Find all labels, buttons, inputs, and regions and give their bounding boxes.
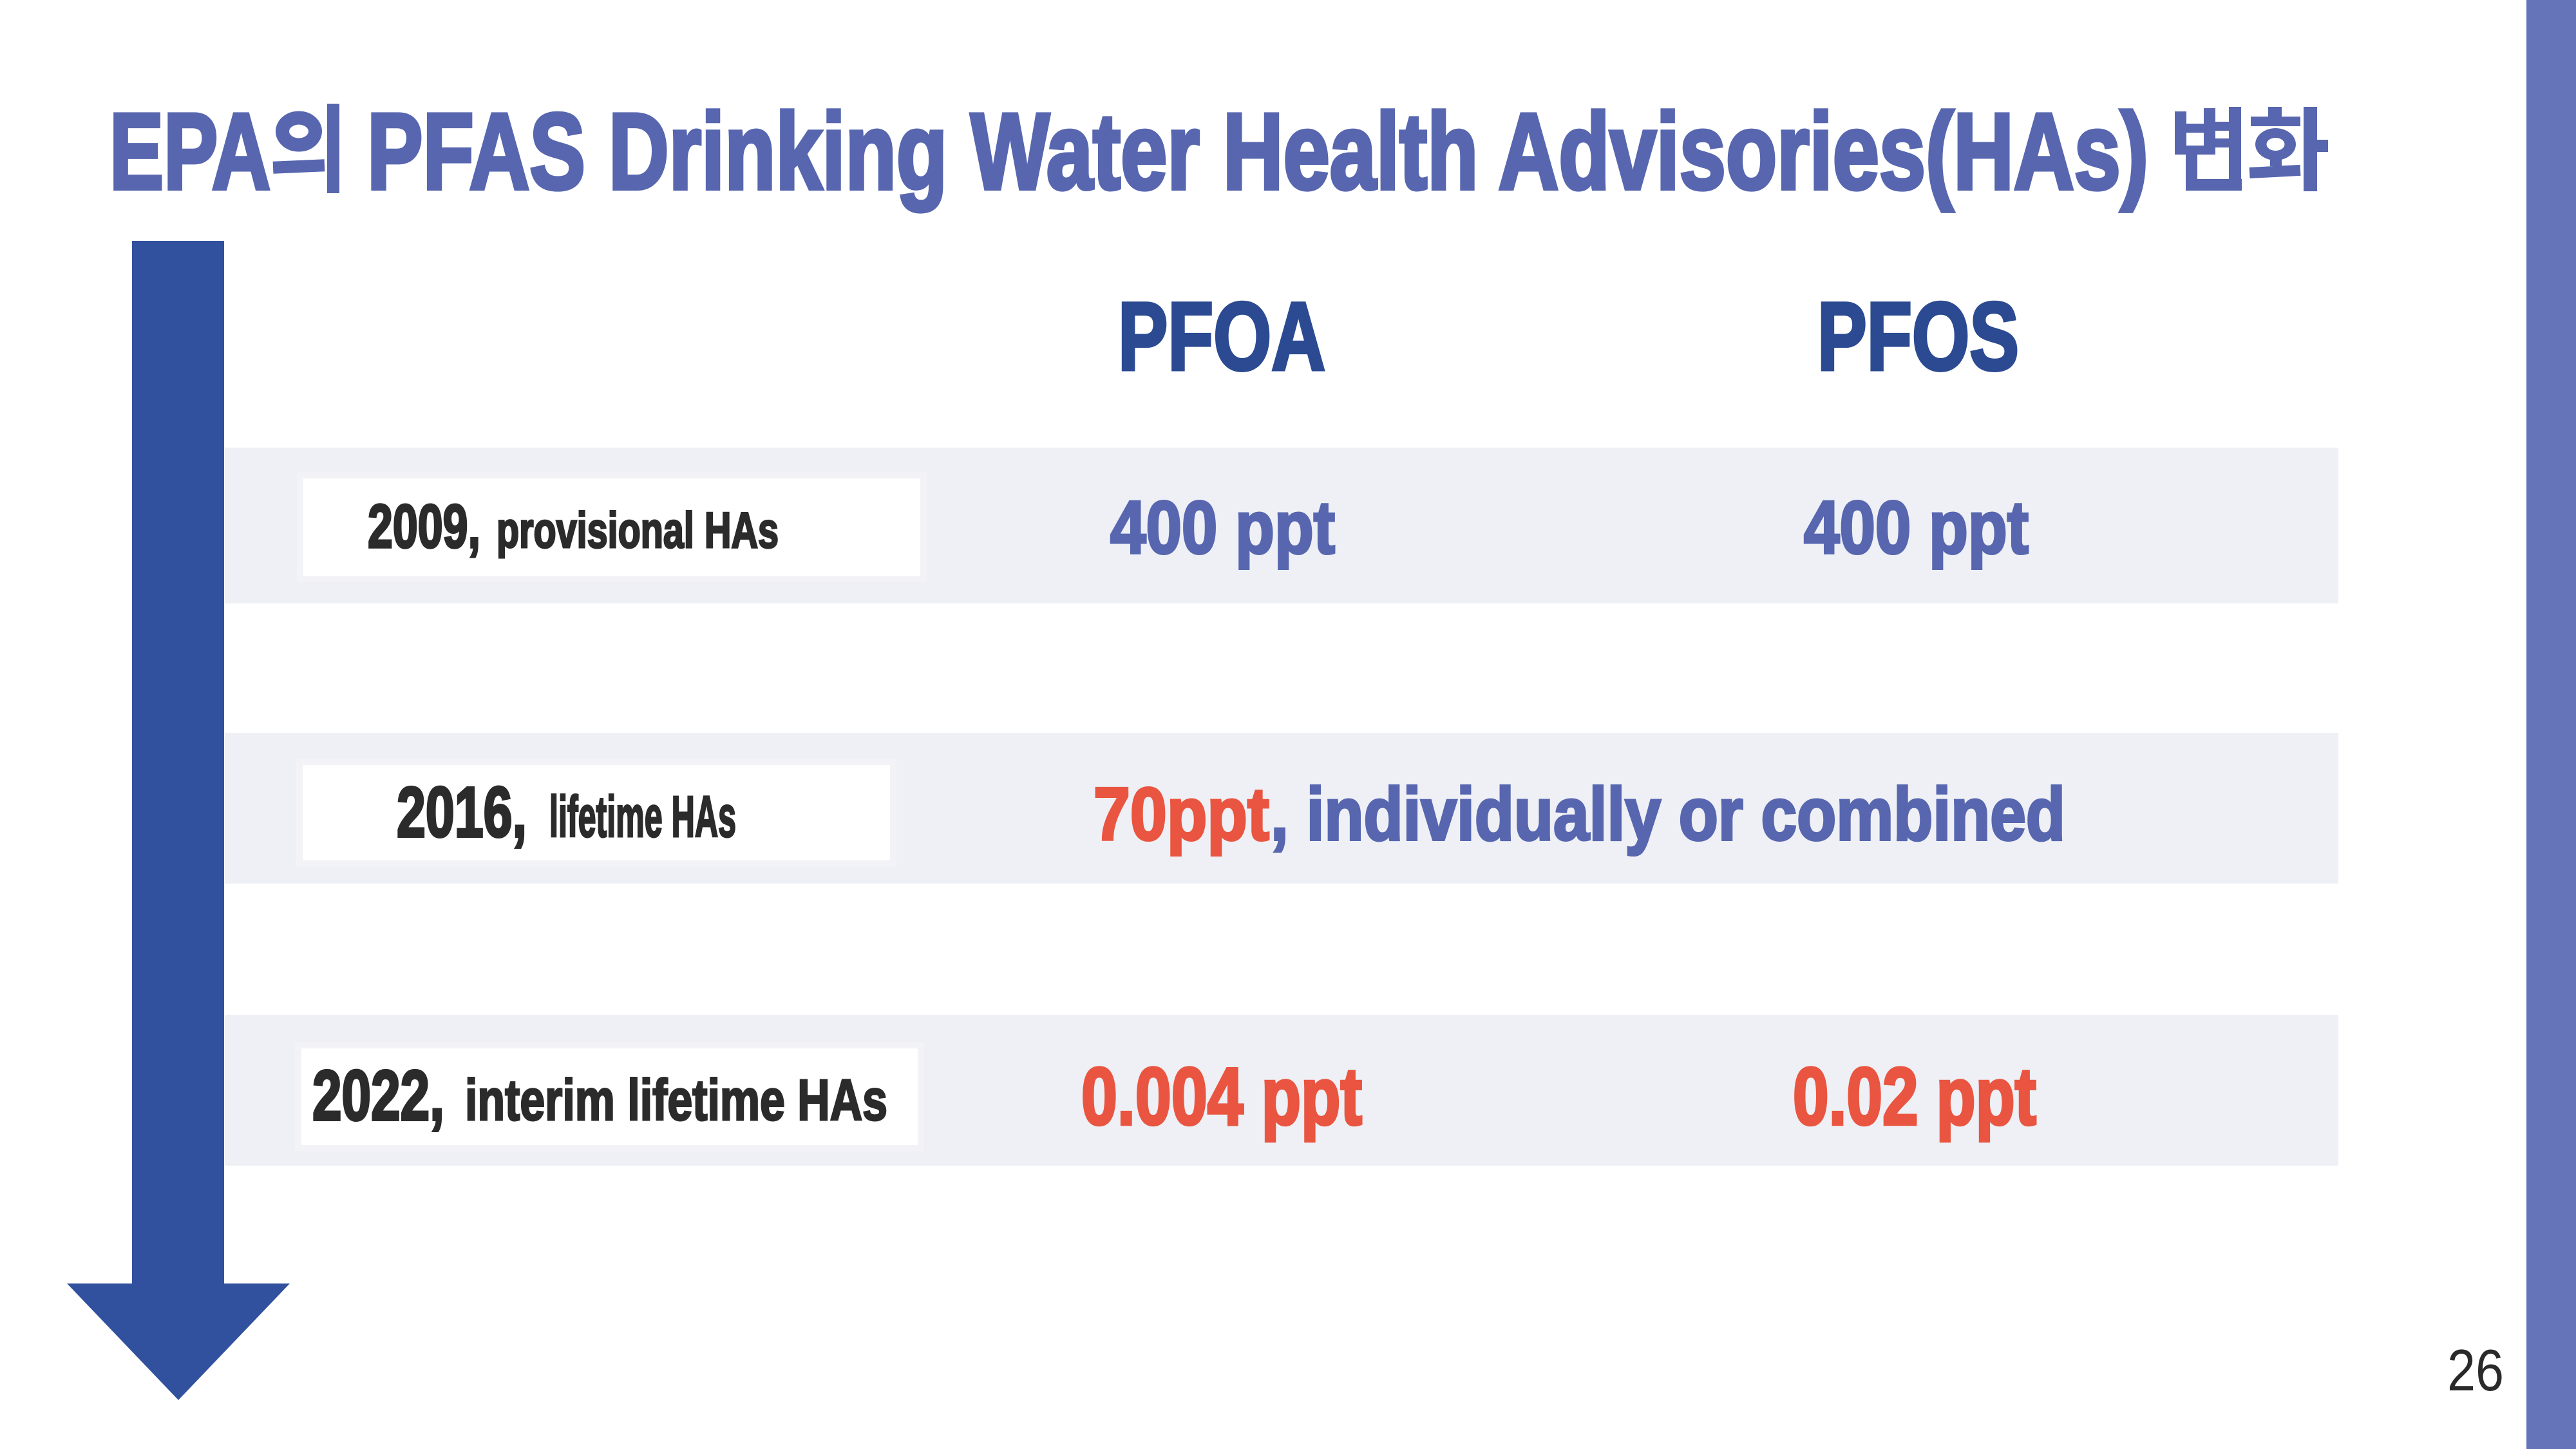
svg-text:2016,: 2016,	[397, 773, 527, 852]
svg-text:70ppt: 70ppt	[1094, 772, 1269, 856]
svg-text:lifetime HAs: lifetime HAs	[549, 785, 736, 849]
svg-text:EPA: EPA	[109, 91, 270, 212]
svg-text:, individually or combined: , individually or combined	[1271, 772, 2065, 856]
svg-text:interim lifetime HAs: interim lifetime HAs	[465, 1068, 887, 1133]
svg-text:2022,: 2022,	[312, 1056, 444, 1135]
svg-text:400 ppt: 400 ppt	[1804, 486, 2029, 569]
svg-text:0.004 ppt: 0.004 ppt	[1081, 1051, 1362, 1142]
svg-text:2009,: 2009,	[368, 492, 480, 561]
svg-text:26: 26	[2447, 1338, 2504, 1403]
svg-text:0.02 ppt: 0.02 ppt	[1793, 1051, 2036, 1142]
svg-text:PFOA: PFOA	[1118, 282, 1325, 390]
svg-text:400 ppt: 400 ppt	[1110, 486, 1335, 569]
svg-text:PFAS Drinking Water Health Adv: PFAS Drinking Water Health Advisories(HA…	[367, 91, 2148, 212]
svg-text:PFOS: PFOS	[1817, 282, 2019, 390]
svg-text:provisional HAs: provisional HAs	[497, 502, 779, 558]
